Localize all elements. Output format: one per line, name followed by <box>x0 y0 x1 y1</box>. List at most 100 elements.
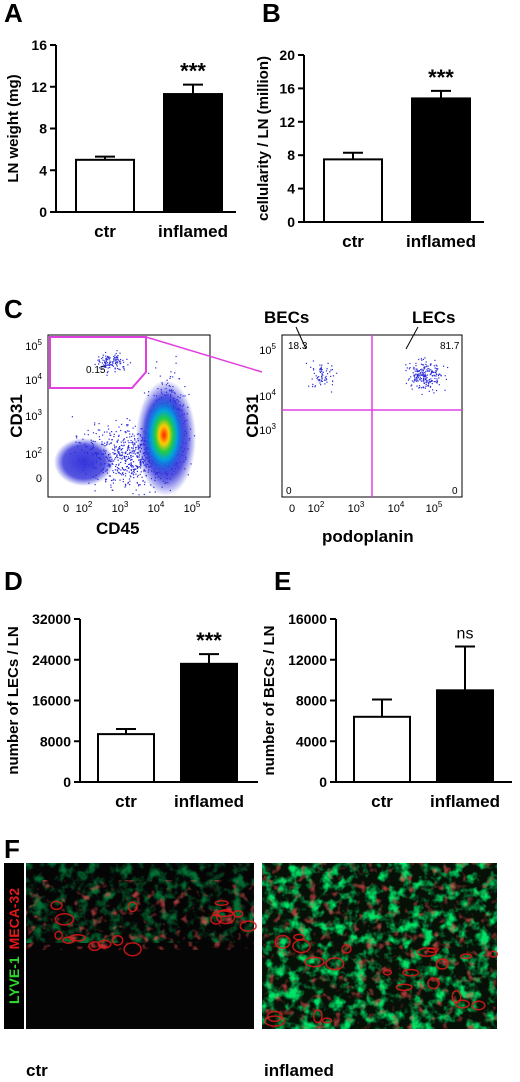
x-tick-label: 0 <box>289 503 295 515</box>
event-dot <box>124 462 126 464</box>
event-dot <box>175 355 177 358</box>
event-dot <box>429 386 431 388</box>
y-tick-label: 103 <box>25 408 42 423</box>
event-dot <box>413 381 415 383</box>
vessel <box>427 977 440 990</box>
event-dot <box>117 355 119 357</box>
event-dot <box>118 472 120 474</box>
x-tick-label: 103 <box>348 500 365 515</box>
event-dot <box>114 479 116 481</box>
event-dot <box>134 425 136 427</box>
event-dot <box>132 473 134 475</box>
event-dot <box>434 371 436 373</box>
event-dot <box>101 368 103 370</box>
event-dot <box>135 446 137 448</box>
event-dot <box>129 463 131 465</box>
y-tick-label: 16000 <box>32 693 71 709</box>
event-dot <box>428 382 430 384</box>
event-dot <box>116 455 118 458</box>
event-dot <box>436 378 438 380</box>
event-dot <box>98 436 100 438</box>
event-dot <box>106 443 108 445</box>
event-dot <box>132 493 134 495</box>
vessel <box>214 900 229 906</box>
category-label-inflamed: inflamed <box>430 792 500 811</box>
event-dot <box>122 452 124 454</box>
event-dot <box>130 476 132 478</box>
event-dot <box>110 442 112 445</box>
flow-left-gate <box>49 336 147 389</box>
event-dot <box>159 375 161 377</box>
event-dot <box>124 457 126 459</box>
event-dot <box>330 375 332 377</box>
event-dot <box>132 468 134 470</box>
vessel <box>304 956 325 968</box>
vessel <box>460 953 473 960</box>
event-dot <box>117 358 119 360</box>
event-dot <box>122 481 124 483</box>
event-dot <box>110 486 112 488</box>
event-dot <box>133 471 135 473</box>
event-dot <box>136 470 138 472</box>
event-dot <box>132 427 134 429</box>
event-dot <box>120 448 122 450</box>
event-dot <box>116 350 118 352</box>
event-dot <box>127 448 129 450</box>
event-dot <box>427 380 429 382</box>
event-dot <box>113 433 115 435</box>
event-dot <box>414 370 416 372</box>
event-dot <box>435 375 437 377</box>
event-dot <box>121 451 123 453</box>
event-dot <box>116 469 118 471</box>
vessel <box>489 950 499 958</box>
event-dot <box>134 453 136 455</box>
flow-left-cd45-negative-population <box>54 438 114 486</box>
event-dot <box>123 368 125 370</box>
event-dot <box>109 357 111 359</box>
event-dot <box>118 447 120 449</box>
event-dot <box>114 458 116 460</box>
event-dot <box>331 365 333 367</box>
event-dot <box>172 376 174 378</box>
event-dot <box>330 369 332 371</box>
event-dot <box>425 383 427 386</box>
event-dot <box>108 363 110 366</box>
event-dot <box>118 361 120 363</box>
event-dot <box>126 418 128 420</box>
event-dot <box>321 377 323 379</box>
event-dot <box>143 392 146 394</box>
event-dot <box>428 370 430 372</box>
event-dot <box>411 380 414 382</box>
event-dot <box>431 370 433 372</box>
event-dot <box>415 373 417 375</box>
stain-legend-bar <box>4 863 24 1029</box>
event-dot <box>124 455 126 457</box>
event-dot <box>120 469 122 471</box>
event-dot <box>321 376 323 378</box>
event-dot <box>444 389 446 391</box>
event-dot <box>76 435 78 437</box>
event-dot <box>127 481 129 483</box>
event-dot <box>320 368 322 370</box>
event-dot <box>123 439 125 441</box>
event-dot <box>324 379 326 381</box>
vessel <box>395 983 413 992</box>
event-dot <box>321 378 323 380</box>
event-dot <box>123 361 125 363</box>
event-dot <box>125 469 127 471</box>
event-dot <box>438 384 440 386</box>
event-dot <box>116 367 119 370</box>
event-dot <box>115 472 117 475</box>
event-dot <box>429 381 431 383</box>
event-dot <box>130 463 132 465</box>
event-dot <box>109 366 111 369</box>
event-dot <box>116 356 118 358</box>
event-dot <box>132 461 135 463</box>
event-dot <box>106 441 108 443</box>
event-dot <box>119 479 121 481</box>
event-dot <box>110 484 112 486</box>
event-dot <box>423 375 425 378</box>
event-dot <box>99 429 101 431</box>
event-dot <box>434 359 436 361</box>
event-dot <box>169 377 171 379</box>
